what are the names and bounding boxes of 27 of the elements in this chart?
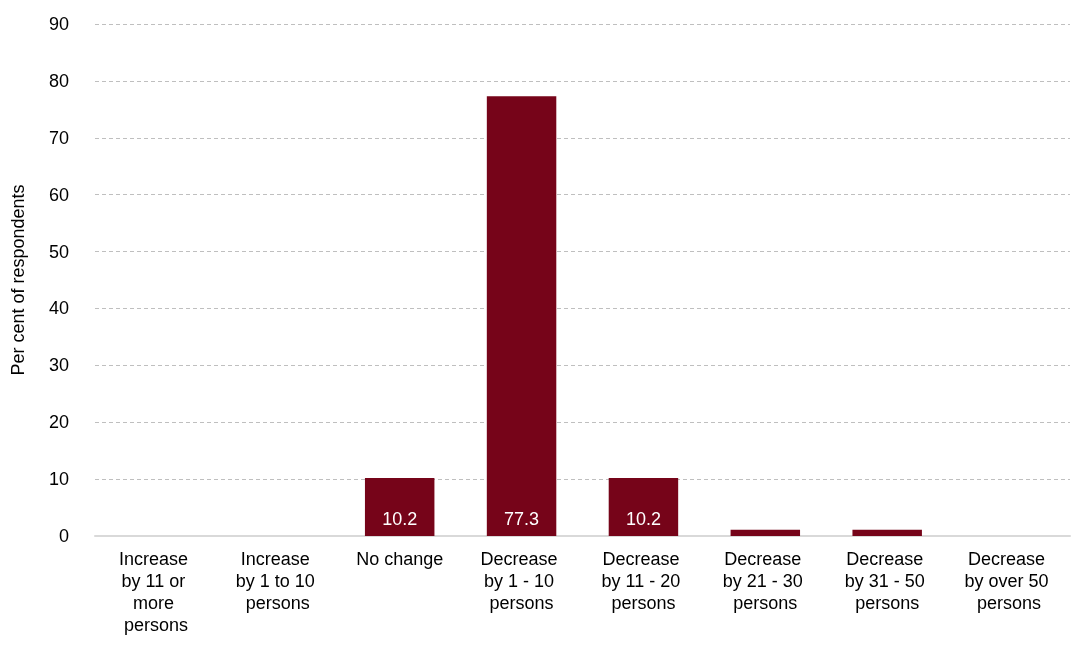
x-tick-label: No change — [356, 549, 444, 569]
data-label: 10.2 — [625, 509, 661, 529]
y-tick-label: 70 — [48, 127, 69, 148]
x-tick-label: Decrease by 1 - 10 persons — [480, 549, 563, 613]
x-tick-label: Decrease by over 50 persons — [964, 549, 1054, 613]
y-tick-label: 80 — [48, 70, 69, 91]
y-tick-label: 30 — [48, 355, 69, 376]
y-tick-label: 60 — [48, 184, 69, 205]
y-tick-label: 10 — [48, 469, 69, 490]
y-tick-label: 40 — [48, 298, 69, 319]
x-tick-label: Increase by 1 to 10 persons — [235, 549, 320, 613]
x-tick-label: Decrease by 31 - 50 persons — [844, 549, 930, 613]
data-label: 10.2 — [382, 509, 418, 529]
bar — [852, 529, 922, 536]
bar — [730, 529, 801, 536]
x-tick-label: Decrease by 11 - 20 persons — [601, 549, 686, 613]
y-tick-label: 90 — [48, 14, 69, 34]
y-tick-label: 50 — [48, 241, 69, 262]
y-tick-label: 20 — [48, 412, 69, 433]
y-axis-title: Per cent of respondents — [8, 184, 28, 376]
bar — [486, 96, 557, 536]
data-label: 77.3 — [504, 509, 540, 529]
y-tick-label: 0 — [58, 526, 69, 546]
bar — [608, 477, 679, 536]
x-tick-label: Decrease by 21 - 30 persons — [722, 549, 808, 613]
bar — [364, 477, 435, 536]
x-tick-label: Increase by 11 or more persons — [118, 549, 193, 635]
